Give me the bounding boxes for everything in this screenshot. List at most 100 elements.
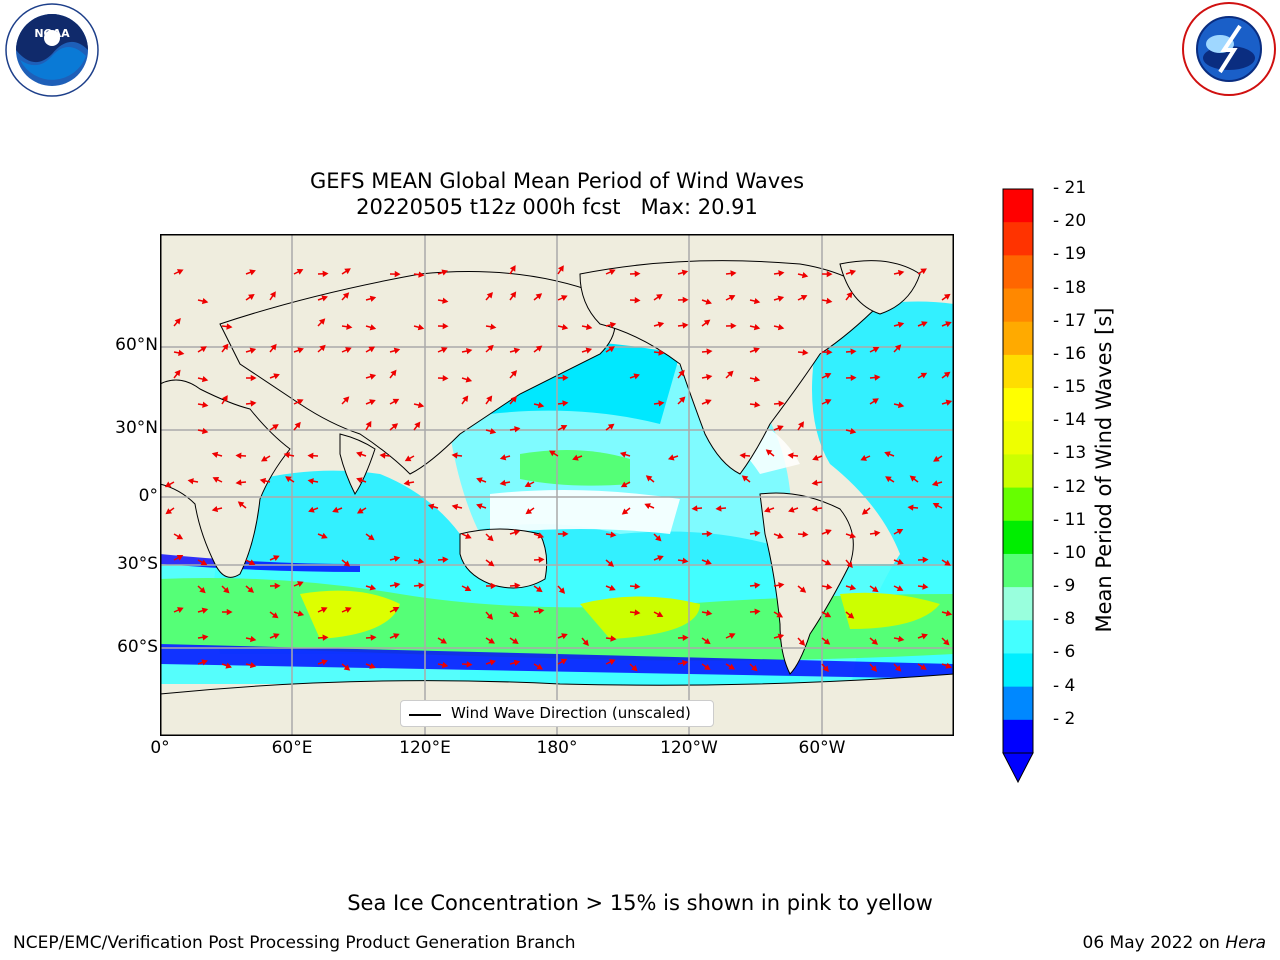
wave-direction-arrowhead — [897, 321, 905, 328]
wave-direction-arrowhead — [787, 452, 794, 459]
colorbar-segment — [1003, 321, 1033, 356]
wave-direction-arrowhead — [943, 371, 951, 378]
colorbar-tick-label: - 15 — [1053, 377, 1087, 398]
wave-direction-arrowhead — [466, 347, 473, 355]
wave-direction-arrowhead — [442, 297, 449, 304]
wave-direction-arrowhead — [655, 535, 662, 542]
wave-direction-arrowhead — [847, 612, 855, 619]
wave-direction-arrowhead — [248, 559, 256, 566]
wave-direction-arrowhead — [394, 270, 401, 278]
lat-tick-60s: 60°S — [117, 637, 158, 657]
legend-line-swatch — [409, 714, 441, 716]
wave-direction-arrowhead — [249, 269, 256, 276]
colorbar-segment — [1003, 222, 1033, 256]
wave-direction-arrowhead — [441, 269, 448, 276]
wave-direction-arrowhead — [811, 479, 818, 486]
colorbar-segment — [1003, 719, 1033, 754]
wave-direction-arrowhead — [342, 396, 350, 403]
wave-direction-arrowhead — [549, 450, 556, 457]
wave-direction-arrowhead — [202, 401, 209, 408]
wave-direction-arrowhead — [802, 531, 809, 538]
wave-direction-arrowhead — [560, 424, 568, 431]
wave-direction-arrowhead — [922, 556, 929, 563]
wave-direction-arrowhead — [778, 400, 785, 407]
wave-direction-arrowhead — [609, 321, 617, 329]
wave-direction-arrowhead — [822, 665, 829, 672]
wave-direction-arrowhead — [442, 556, 449, 563]
wave-direction-arrowhead — [826, 348, 833, 356]
wave-direction-arrowhead — [658, 400, 665, 407]
wave-direction-arrowhead — [801, 272, 809, 279]
wave-direction-arrowhead — [322, 270, 329, 277]
wave-direction-arrowhead — [634, 297, 641, 304]
colorbar-tick-label: - 20 — [1053, 211, 1087, 232]
wave-direction-arrowhead — [487, 534, 494, 542]
wave-direction-arrowhead — [872, 346, 880, 353]
wave-direction-arrowhead — [451, 452, 458, 459]
lon-tick-0: 0° — [150, 738, 170, 758]
wave-direction-arrowhead — [849, 269, 857, 276]
wave-direction-arrowhead — [706, 609, 713, 616]
wave-direction-arrowhead — [417, 557, 425, 565]
wave-direction-arrowhead — [619, 451, 627, 458]
wave-direction-arrowhead — [392, 606, 400, 613]
wave-direction-arrowhead — [621, 508, 629, 515]
colorbar-segment — [1003, 686, 1033, 721]
wave-direction-arrowhead — [342, 292, 350, 299]
wave-direction-arrowhead — [273, 373, 280, 380]
wave-direction-arrowhead — [476, 477, 483, 484]
wave-direction-arrowhead — [202, 634, 209, 641]
wave-direction-arrowhead — [176, 269, 184, 275]
wave-direction-arrowhead — [931, 480, 939, 487]
colorbar-tick-label: - 12 — [1053, 476, 1087, 497]
wave-direction-arrowhead — [582, 639, 589, 647]
colorbar — [1002, 188, 1034, 788]
wave-direction-arrowhead — [176, 554, 184, 561]
wave-direction-arrowhead — [297, 610, 305, 617]
wave-direction-arrowhead — [753, 375, 761, 383]
colorbar-tick-label: - 17 — [1053, 310, 1087, 331]
wave-direction-arrowhead — [200, 559, 208, 566]
wave-direction-arrowhead — [404, 455, 412, 462]
chart-title-line1: GEFS MEAN Global Mean Period of Wind Wav… — [309, 169, 805, 193]
wave-direction-arrowhead — [512, 611, 520, 617]
wave-direction-arrowhead — [393, 347, 401, 354]
wave-direction-arrowhead — [174, 317, 181, 325]
wave-direction-arrowhead — [513, 529, 521, 536]
colorbar-segment — [1003, 354, 1033, 389]
colorbar-tick-label: - 19 — [1053, 244, 1087, 265]
wave-direction-arrowhead — [343, 664, 351, 671]
wave-direction-arrowhead — [212, 477, 220, 483]
wave-direction-arrowhead — [897, 269, 905, 277]
wave-direction-arrowhead — [260, 455, 268, 462]
wave-direction-arrowhead — [164, 481, 172, 488]
wave-direction-arrowhead — [753, 297, 761, 305]
wave-direction-arrowhead — [345, 347, 352, 354]
colorbar-tick-label: - 13 — [1053, 443, 1087, 464]
lat-tick-30s: 30°S — [117, 554, 158, 574]
wave-direction-arrowhead — [320, 607, 328, 613]
wave-direction-arrowhead — [754, 401, 761, 408]
wave-direction-arrowhead — [609, 269, 616, 275]
wave-direction-arrowhead — [414, 421, 421, 429]
wave-direction-arrowhead — [294, 421, 301, 429]
wave-direction-arrowhead — [778, 582, 785, 589]
wave-direction-arrowhead — [174, 369, 181, 377]
wave-direction-arrowhead — [536, 663, 544, 670]
footer-date: 06 May 2022 on Hera — [1083, 933, 1267, 953]
wave-direction-arrowhead — [321, 532, 328, 539]
wave-direction-arrowhead — [682, 557, 689, 564]
wave-direction-arrowhead — [894, 344, 902, 351]
wave-direction-arrowhead — [739, 452, 746, 459]
wave-direction-arrowhead — [943, 639, 950, 646]
colorbar-tick-label: - 11 — [1053, 509, 1087, 530]
wave-direction-arrowhead — [223, 587, 230, 594]
wave-direction-arrowhead — [870, 665, 878, 672]
wave-direction-arrowhead — [562, 530, 569, 538]
wave-direction-arrowhead — [271, 612, 279, 619]
colorbar-segment — [1003, 189, 1033, 223]
wave-direction-arrowhead — [513, 347, 521, 354]
wave-direction-arrowhead — [777, 295, 785, 302]
wave-direction-arrowhead — [909, 475, 917, 482]
wave-direction-arrowhead — [825, 529, 832, 536]
